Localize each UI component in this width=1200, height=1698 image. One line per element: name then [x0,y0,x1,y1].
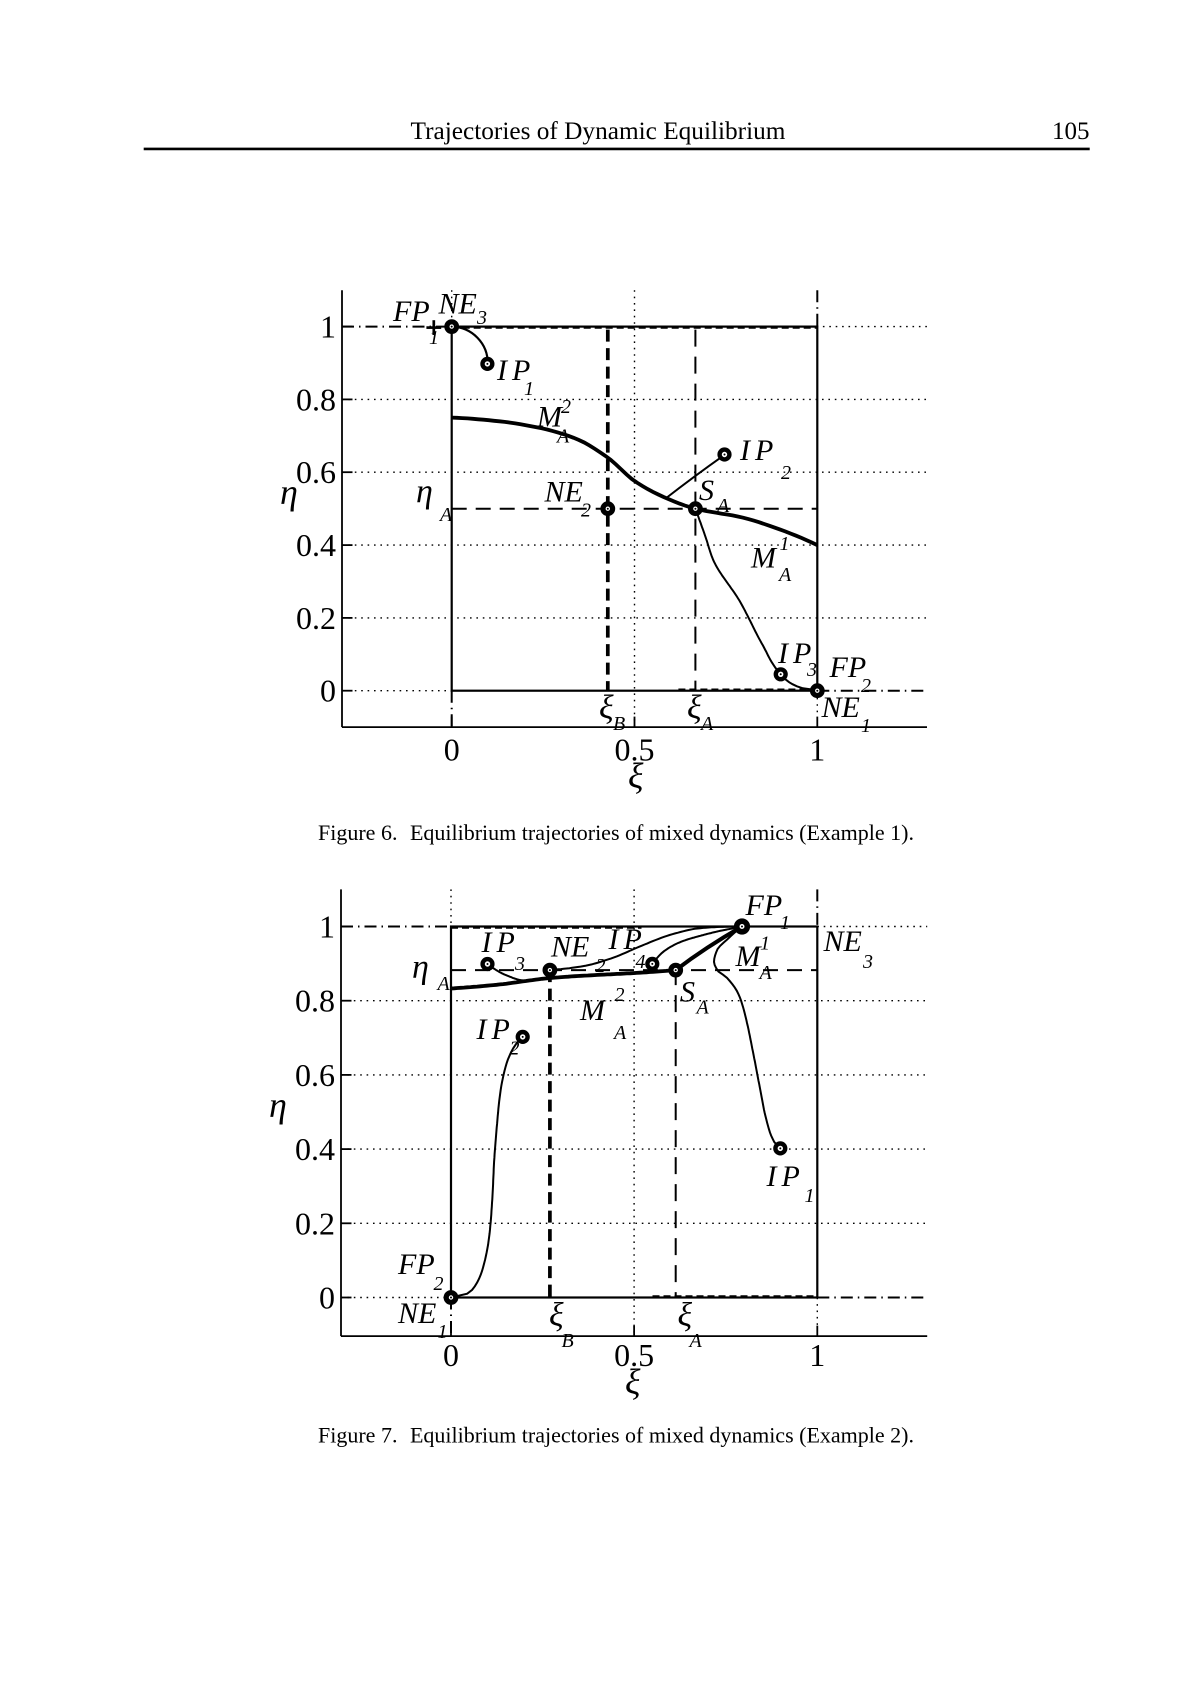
svg-text:1: 1 [861,715,871,737]
svg-text:0.6: 0.6 [295,1057,335,1093]
svg-text:ξ: ξ [678,1297,693,1334]
svg-text:A: A [688,1330,703,1352]
svg-text:1: 1 [438,1321,448,1343]
svg-text:IP: IP [766,1160,805,1193]
svg-text:B: B [562,1330,574,1352]
svg-text:IP: IP [777,637,816,670]
svg-text:0: 0 [319,1280,335,1316]
svg-text:1: 1 [524,378,534,400]
svg-text:Trajectories of Dynamic Equili: Trajectories of Dynamic Equilibrium [411,117,786,145]
svg-text:M: M [536,400,564,433]
svg-text:3: 3 [806,659,817,681]
svg-text:2: 2 [596,955,606,977]
svg-text:1: 1 [805,1185,815,1207]
svg-text:S: S [699,474,714,507]
svg-text:M: M [735,940,763,973]
svg-text:A: A [555,426,570,448]
svg-text:ξ: ξ [599,690,614,727]
svg-text:1: 1 [760,933,770,955]
svg-text:3: 3 [514,953,525,975]
svg-text:2: 2 [561,396,571,418]
svg-text:0.5: 0.5 [615,732,655,768]
svg-text:1: 1 [809,732,825,768]
svg-text:2: 2 [861,675,871,697]
svg-text:2: 2 [615,984,625,1006]
svg-text:0.2: 0.2 [296,600,336,636]
svg-text:Figure 6. Equilibrium trajecto: Figure 6. Equilibrium trajectories of mi… [318,820,914,845]
svg-text:0: 0 [443,1337,459,1373]
svg-text:η: η [416,474,433,511]
svg-text:0.8: 0.8 [296,381,336,417]
svg-text:A: A [695,997,710,1019]
svg-text:A: A [715,495,730,517]
svg-text:M: M [750,542,778,575]
svg-text:A: A [438,504,453,526]
svg-text:NE: NE [544,475,583,508]
svg-text:S: S [680,976,695,1009]
svg-text:1: 1 [809,1337,825,1373]
svg-text:FP: FP [745,889,783,922]
svg-text:A: A [699,713,714,735]
svg-text:0.5: 0.5 [614,1337,654,1373]
svg-text:M: M [579,994,607,1027]
svg-text:0: 0 [444,732,460,768]
svg-text:η: η [269,1085,287,1125]
svg-text:2: 2 [781,462,791,484]
svg-text:1: 1 [780,533,790,555]
svg-text:ξ: ξ [625,1362,641,1402]
svg-text:IP: IP [608,923,647,956]
svg-text:A: A [436,973,451,995]
svg-text:0.4: 0.4 [296,527,336,563]
svg-text:1: 1 [319,909,335,945]
svg-text:IP: IP [739,434,778,467]
svg-text:η: η [280,472,298,512]
svg-text:FP: FP [829,651,867,684]
svg-text:2: 2 [434,1273,444,1295]
svg-text:FP: FP [392,295,430,328]
svg-text:1: 1 [320,309,336,345]
svg-text:NE: NE [550,931,589,964]
svg-text:NE: NE [438,288,477,321]
svg-text:4: 4 [636,951,646,973]
svg-text:NE: NE [821,691,860,724]
svg-text:FP: FP [397,1248,435,1281]
svg-text:η: η [412,949,429,986]
svg-text:IP: IP [496,354,535,387]
svg-text:3: 3 [862,951,873,973]
svg-text:IP: IP [476,1013,515,1046]
svg-text:A: A [777,564,792,586]
svg-text:ξ: ξ [628,756,644,796]
svg-text:A: A [612,1022,627,1044]
svg-text:0.4: 0.4 [295,1131,335,1167]
svg-text:ξ: ξ [687,690,702,727]
svg-text:0.6: 0.6 [296,454,336,490]
svg-text:105: 105 [1052,118,1090,145]
svg-text:0: 0 [320,673,336,709]
svg-text:Figure 7. Equilibrium trajecto: Figure 7. Equilibrium trajectories of mi… [318,1423,914,1448]
svg-text:A: A [758,962,773,984]
svg-text:0.2: 0.2 [295,1205,335,1241]
svg-text:1: 1 [429,327,439,349]
svg-text:NE: NE [397,1297,436,1330]
svg-text:1: 1 [780,912,790,934]
svg-text:NE: NE [823,925,862,958]
svg-text:0.8: 0.8 [295,983,335,1019]
svg-text:B: B [613,713,625,735]
svg-text:3: 3 [476,307,487,329]
svg-text:2: 2 [581,500,591,522]
svg-text:IP: IP [481,926,520,959]
svg-text:ξ: ξ [549,1297,564,1334]
svg-text:2: 2 [510,1038,520,1060]
